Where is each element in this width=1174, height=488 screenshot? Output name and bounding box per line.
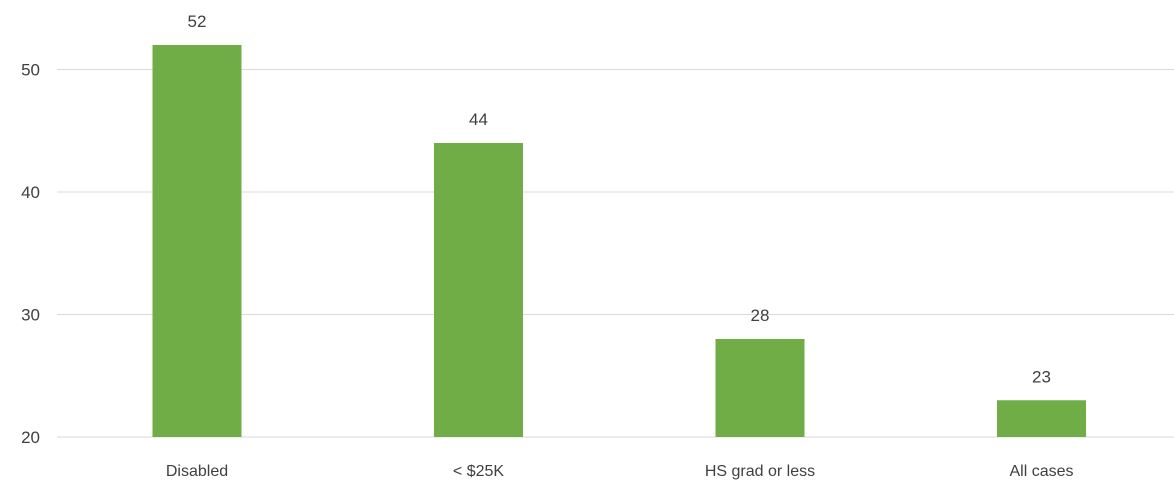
data-label: 28 xyxy=(751,306,770,325)
bar-3 xyxy=(715,339,805,437)
bar-1 xyxy=(152,45,242,437)
y-tick-label: 30 xyxy=(21,306,40,325)
y-tick-label: 50 xyxy=(21,61,40,80)
bars xyxy=(152,45,1086,437)
category-label: < $25K xyxy=(453,463,504,480)
y-tick-label: 40 xyxy=(21,183,40,202)
bar-2 xyxy=(434,143,523,437)
y-tick-label: 20 xyxy=(21,428,40,447)
data-label: 44 xyxy=(469,110,488,129)
gridlines xyxy=(57,69,1174,438)
category-label: HS grad or less xyxy=(705,463,815,480)
y-axis-tick-labels: 20 30 40 50 xyxy=(21,61,40,448)
data-label: 23 xyxy=(1032,367,1051,386)
x-axis-category-labels: Disabled < $25K HS grad or less All cases xyxy=(166,463,1074,480)
data-labels: 52 44 28 23 xyxy=(188,12,1051,386)
data-label: 52 xyxy=(188,12,207,31)
category-label: All cases xyxy=(1009,463,1073,480)
category-label: Disabled xyxy=(166,463,228,480)
bar-4 xyxy=(997,400,1086,437)
